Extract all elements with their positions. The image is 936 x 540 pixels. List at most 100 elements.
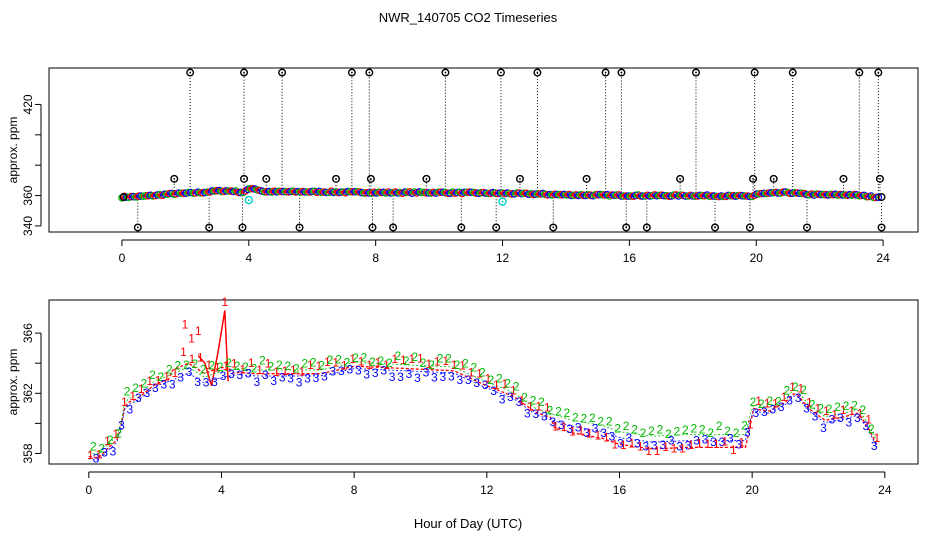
series-3-marker: 3: [558, 418, 565, 432]
series-1-marker: 1: [163, 369, 170, 383]
series-3-marker: 3: [685, 439, 692, 453]
series-3-marker: 3: [194, 375, 201, 389]
series-1-marker: 1: [848, 404, 855, 418]
series-3-marker: 3: [127, 402, 134, 416]
series-1-marker: 1: [256, 363, 263, 377]
series-1-marker: 1: [459, 358, 466, 372]
series-2-marker: 2: [242, 360, 249, 374]
series-2-marker: 2: [868, 422, 875, 436]
series-2-marker: 2: [640, 426, 647, 440]
series-2-marker: 2: [344, 356, 351, 370]
series-1-marker: 1: [721, 435, 728, 449]
top-data-point: [234, 188, 243, 197]
series-2-marker: 2: [648, 424, 655, 438]
series-3-marker: 3: [389, 370, 396, 384]
series-2-marker: 2: [234, 359, 241, 373]
top-data-point: [508, 190, 516, 198]
series-2-marker: 2: [352, 351, 359, 365]
flagged-point: [238, 223, 247, 232]
series-3-marker: 3: [702, 433, 709, 447]
series-3-marker: 3: [372, 366, 379, 380]
series-1-marker: 1: [214, 360, 221, 374]
bottom-y-tick-label: 362: [21, 383, 35, 403]
series-3-marker: 3: [203, 375, 210, 389]
flagged-point-center: [241, 226, 244, 229]
series-3-marker: 3: [346, 363, 353, 377]
series-3-marker: 3: [220, 369, 227, 383]
top-data-point: [612, 191, 621, 199]
series-1-marker: 1: [662, 440, 669, 454]
series-1-marker: 1: [383, 358, 390, 372]
top-data-point: [417, 188, 426, 197]
series-3-marker: 3: [169, 378, 176, 392]
flagged-point: [422, 174, 431, 183]
series-2-marker: 2: [817, 402, 824, 416]
series-1-marker: 1: [611, 437, 618, 451]
top-data-point: [137, 192, 145, 200]
series-3-marker: 3: [651, 438, 658, 452]
flagged-point-center: [772, 177, 775, 180]
series-2-marker: 2: [445, 352, 452, 366]
series-3-marker: 3: [609, 429, 616, 443]
series-1-marker: 1: [561, 420, 568, 434]
top-data-point: [531, 190, 540, 198]
flagged-point: [642, 223, 651, 232]
top-data-point: [610, 191, 619, 200]
bottom-y-tick-label: 366: [21, 323, 35, 343]
bottom-x-tick-label: 4: [218, 483, 225, 497]
series-3-marker: 3: [482, 378, 489, 392]
top-data-point: [838, 191, 847, 199]
flagged-point: [622, 223, 631, 232]
series-2-marker: 2: [175, 358, 182, 372]
flagged-point: [874, 68, 883, 77]
series-2-marker: 2: [614, 421, 621, 435]
series-1-marker: 1: [781, 390, 788, 404]
flagged-point-center: [519, 177, 521, 180]
series-1-marker: 1: [865, 412, 872, 426]
series-1-marker: 1: [299, 364, 306, 378]
flagged-point-center: [495, 226, 498, 229]
flagged-point-center: [243, 177, 245, 180]
series-2-marker: 2: [597, 415, 604, 429]
series-2-marker: 2: [580, 412, 587, 426]
series-3-marker: 3: [668, 433, 675, 447]
series-2-marker: 2: [699, 422, 706, 436]
series-1-marker: 1: [375, 356, 382, 370]
top-data-point: [741, 192, 750, 200]
series-2-marker: 2: [191, 357, 198, 371]
series-3-marker: 3: [245, 367, 252, 381]
series-2-marker: 2: [200, 363, 207, 377]
series-3-marker: 3: [575, 420, 582, 434]
series-3-marker: 3: [837, 411, 844, 425]
flagged-point: [492, 223, 501, 232]
top-data-point: [779, 188, 788, 196]
top-data-point: [619, 192, 628, 200]
top-data-point: [596, 190, 604, 199]
series-3-marker: 3: [186, 365, 193, 379]
series-3-marker: 3: [313, 371, 320, 385]
flagged-point-center: [585, 177, 588, 180]
series-3-marker: 3: [643, 440, 650, 454]
top-data-point: [365, 189, 374, 197]
series-1-marker: 1: [518, 393, 525, 407]
flagged-point: [802, 223, 811, 232]
flagged-point-center: [392, 226, 395, 229]
series-2-marker: 2: [90, 439, 97, 453]
top-data-point: [767, 189, 776, 197]
top-data-point: [796, 189, 804, 198]
flagged-point-center: [173, 177, 176, 180]
series-1-marker: 1: [713, 437, 720, 451]
calibration-point: [498, 197, 507, 206]
series-2-marker: 2: [318, 358, 325, 372]
series-1-marker: 1: [442, 354, 449, 368]
top-x-tick-label: 16: [623, 251, 637, 265]
top-data-point: [617, 192, 626, 200]
series-2-marker: 2: [335, 353, 342, 367]
series-2-marker: 2: [657, 422, 664, 436]
flagged-point-center: [753, 71, 756, 74]
top-y-axis-label: approx. ppm: [6, 117, 20, 184]
series-1-marker: 1: [789, 380, 796, 394]
flagged-point: [389, 223, 398, 232]
series-2-marker: 2: [674, 424, 681, 438]
series-3-marker: 3: [101, 445, 108, 459]
